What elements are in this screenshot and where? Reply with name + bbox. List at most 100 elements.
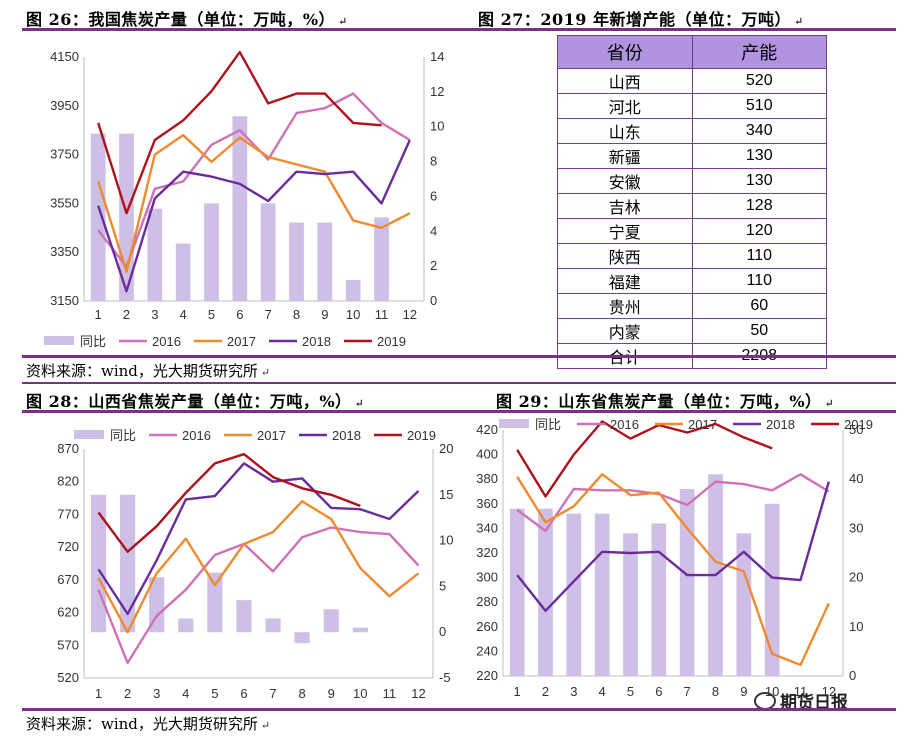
bar [679, 489, 695, 676]
bar [90, 133, 106, 301]
y2-tick-label: 30 [849, 520, 863, 535]
x-tick-label: 3 [153, 686, 160, 701]
bar [651, 523, 667, 676]
y-tick-label: 280 [476, 594, 498, 609]
y2-tick-label: 8 [430, 154, 437, 169]
y-tick-label: 770 [57, 506, 79, 521]
cell-capacity: 50 [691, 318, 827, 344]
x-tick-label: 5 [627, 684, 634, 699]
bar [90, 494, 107, 633]
bar [289, 222, 304, 301]
y-tick-label: 4150 [50, 49, 79, 64]
legend-label-2016: 2016 [152, 334, 181, 349]
x-tick-label: 11 [794, 684, 808, 699]
legend-label-bar: 同比 [110, 428, 136, 443]
y-tick-label: 360 [476, 496, 498, 511]
x-tick-label: 1 [95, 307, 102, 322]
legend-label-2018: 2018 [766, 417, 795, 432]
cell-province: 宁夏 [557, 218, 693, 244]
y-tick-label: 400 [476, 447, 498, 462]
fig28-source: 资料来源：wind，光大期货研究所 ↵ [26, 715, 271, 733]
y-tick-label: 870 [57, 441, 79, 456]
x-tick-label: 1 [514, 684, 521, 699]
series-line-2018 [516, 481, 830, 612]
x-tick-label: 3 [570, 684, 577, 699]
cell-capacity: 60 [691, 293, 827, 319]
cell-capacity: 130 [691, 143, 827, 169]
x-tick-label: 8 [293, 307, 300, 322]
fig29-chart: 2202402602803003203403603804004200102030… [476, 417, 873, 699]
table-row: 河北 510 [557, 93, 827, 119]
x-tick-label: 8 [299, 686, 306, 701]
table-row: 福建 110 [557, 268, 827, 294]
x-tick-label: 2 [124, 686, 131, 701]
y-tick-label: 620 [57, 605, 79, 620]
x-tick-label: 7 [269, 686, 276, 701]
x-tick-label: 1 [95, 686, 102, 701]
legend-label-2018: 2018 [302, 334, 331, 349]
fig26-source: 资料来源：wind，光大期货研究所 ↵ [26, 362, 271, 380]
table-row: 吉林 128 [557, 193, 827, 219]
cell-capacity: 128 [691, 193, 827, 219]
bar [120, 494, 136, 633]
bar [374, 217, 389, 301]
y2-tick-label: 15 [439, 487, 453, 502]
bar [178, 618, 194, 633]
bar [294, 632, 310, 644]
legend-label-2016: 2016 [182, 428, 211, 443]
bar [323, 609, 339, 633]
y-tick-label: 240 [476, 643, 498, 658]
cell-province: 山东 [557, 118, 693, 144]
x-tick-label: 10 [346, 307, 360, 322]
y-tick-label: 670 [57, 572, 79, 587]
y-tick-label: 3350 [50, 244, 79, 259]
cell-province: 河北 [557, 93, 693, 119]
cell-capacity: 340 [691, 118, 827, 144]
x-tick-label: 12 [403, 307, 417, 322]
x-tick-label: 9 [328, 686, 335, 701]
bar [345, 280, 361, 301]
x-tick-label: 4 [599, 684, 606, 699]
series-line-2016 [97, 526, 420, 665]
legend-label-2019: 2019 [407, 428, 436, 443]
bar [207, 572, 223, 633]
x-tick-label: 4 [180, 307, 187, 322]
fig27-capacity-table: 省份 产能 山西 520 河北 510 山东 340 新疆 130 安徽 130 吉林 12… [557, 35, 827, 369]
cell-province: 内蒙 [557, 318, 693, 344]
table-row: 山西 520 [557, 68, 827, 94]
bar [232, 116, 248, 301]
x-tick-label: 8 [712, 684, 719, 699]
cell-capacity: 110 [691, 243, 827, 269]
cell-capacity: 510 [691, 93, 827, 119]
x-tick-label: 5 [208, 307, 215, 322]
bottom-rule [22, 708, 896, 711]
cell-capacity: 120 [691, 218, 827, 244]
table-header-capacity: 产能 [691, 35, 827, 69]
cell-province: 安徽 [557, 168, 693, 194]
legend-label-bar: 同比 [80, 334, 106, 349]
y-tick-label: 720 [57, 539, 79, 554]
cell-capacity: 520 [691, 68, 827, 94]
legend-label-2017: 2017 [257, 428, 286, 443]
middle-rule-2 [22, 382, 896, 384]
y2-tick-label: 14 [430, 49, 444, 64]
cell-province: 贵州 [557, 293, 693, 319]
y-tick-label: 220 [476, 668, 498, 683]
cell-capacity: 130 [691, 168, 827, 194]
bar [594, 513, 610, 676]
y2-tick-label: 0 [849, 668, 856, 683]
y-tick-label: 520 [57, 670, 79, 685]
bar [566, 513, 582, 676]
legend-swatch-bar [44, 336, 74, 345]
bar [175, 243, 191, 301]
table-header-province: 省份 [557, 35, 693, 69]
cell-province: 福建 [557, 268, 693, 294]
y2-tick-label: 0 [439, 624, 446, 639]
fig28-title: 图 28：山西省焦炭产量（单位：万吨，%） ↵ [26, 392, 365, 411]
series-line-2019 [97, 50, 382, 215]
bar [236, 600, 252, 633]
legend-label-2019: 2019 [844, 417, 873, 432]
y-tick-label: 340 [476, 520, 498, 535]
